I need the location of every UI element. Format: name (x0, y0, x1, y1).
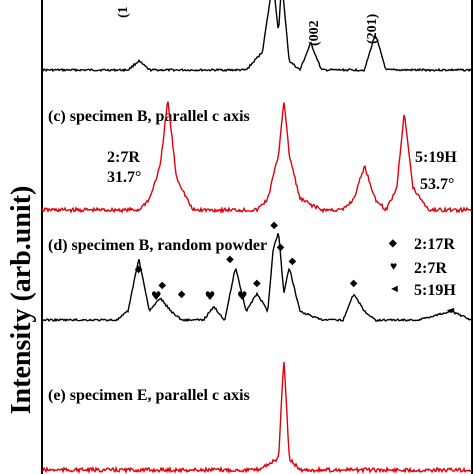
panel-c-title: (c) specimen B, parallel c axis (48, 108, 250, 125)
legend-triangle-icon: ◄ (389, 283, 400, 295)
trace-group (41, 0, 473, 474)
top-peak-label-002: (002 (307, 20, 322, 46)
y-axis-label: Intensity (arb.unit) (6, 186, 37, 415)
marker-group: ◆♥◆◆ ♥◆♥◆◆◆◆◆◄ (135, 220, 455, 316)
legend-diamond-icon: ◆ (388, 238, 397, 249)
trace-d (41, 233, 473, 323)
legend-5-19H: 5:19H (414, 282, 456, 299)
annotation-31-7: 31.7° (107, 169, 141, 186)
diamond-marker-icon: ◆ (288, 256, 296, 267)
panel-d-title: (d) specimen B, random powder (48, 237, 267, 254)
trace-c (41, 101, 473, 215)
trace-top (42, 0, 473, 73)
top-peak-label-1: (1 (116, 6, 131, 18)
diamond-marker-icon: ◆ (350, 278, 358, 289)
diamond-marker-icon: ◆ (135, 264, 143, 275)
heart-marker-icon: ♥ (237, 289, 248, 303)
diamond-marker-icon: ◆ (277, 242, 285, 253)
legend-heart-icon: ♥ (390, 259, 397, 273)
heart-marker-icon: ♥ (205, 289, 216, 303)
diamond-marker-icon: ◆ (158, 280, 166, 291)
legend-2-7R: 2:7R (414, 260, 447, 277)
annotation-53-7: 53.7° (420, 176, 454, 193)
triangle-marker-icon: ◄ (447, 305, 455, 316)
legend-2-17R: 2:17R (414, 236, 455, 253)
diamond-marker-icon: ◆ (270, 220, 278, 231)
diamond-marker-icon: ◆ (253, 278, 261, 289)
panel-e-title: (e) specimen E, parallel c axis (48, 387, 250, 404)
annotation-2-7R: 2:7R (107, 149, 140, 166)
heart-marker-icon: ♥ (151, 289, 162, 303)
trace-e (41, 361, 473, 474)
annotation-5-19H: 5:19H (415, 149, 457, 166)
diamond-marker-icon: ◆ (226, 254, 234, 265)
diamond-marker-icon: ◆ (178, 289, 186, 300)
